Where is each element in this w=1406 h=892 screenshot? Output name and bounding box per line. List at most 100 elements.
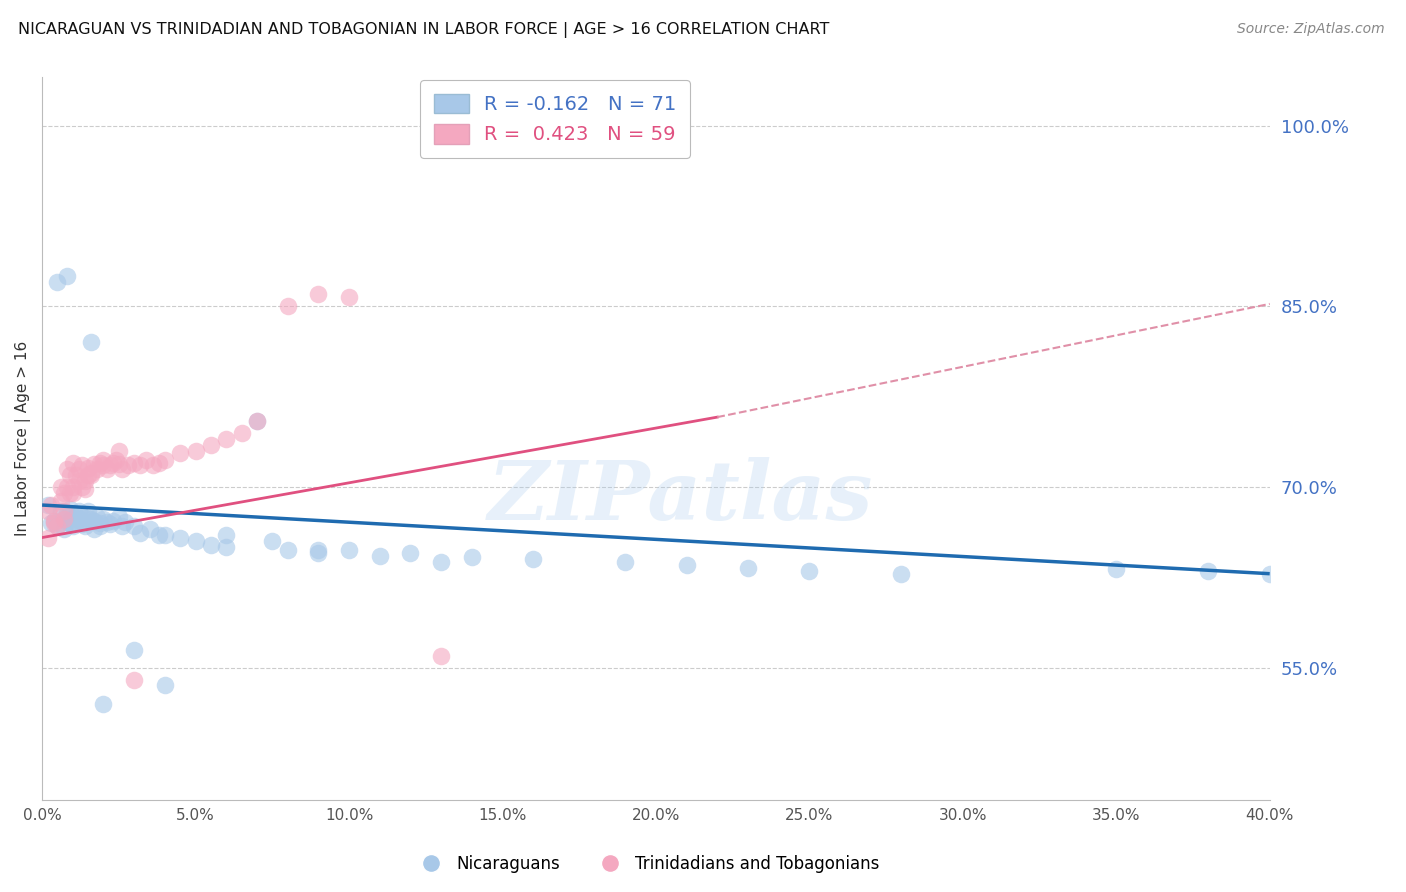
Point	[62, 511, 84, 525]
Point	[59, 467, 82, 482]
Point	[277, 299, 299, 313]
Point	[67, 512, 90, 526]
Point	[108, 457, 131, 471]
Text: ZIPatlas: ZIPatlas	[488, 457, 873, 537]
Point	[59, 486, 82, 500]
Point	[399, 546, 422, 560]
Point	[246, 414, 269, 428]
Point	[148, 456, 170, 470]
Point	[44, 514, 66, 528]
Point	[52, 522, 75, 536]
Point	[55, 480, 77, 494]
Point	[44, 516, 66, 530]
Point	[80, 335, 103, 350]
Point	[59, 516, 82, 530]
Point	[122, 673, 145, 687]
Point	[70, 508, 93, 523]
Point	[62, 486, 84, 500]
Point	[80, 512, 103, 526]
Point	[67, 504, 90, 518]
Point	[307, 287, 329, 301]
Point	[89, 516, 111, 530]
Point	[96, 515, 118, 529]
Point	[62, 456, 84, 470]
Point	[93, 697, 115, 711]
Point	[86, 510, 108, 524]
Point	[62, 518, 84, 533]
Point	[86, 462, 108, 476]
Point	[65, 467, 87, 482]
Point	[153, 677, 176, 691]
Point	[37, 504, 59, 518]
Point	[246, 414, 269, 428]
Point	[75, 474, 97, 488]
Point	[522, 552, 544, 566]
Point	[93, 458, 115, 473]
Point	[1258, 566, 1281, 581]
Point	[37, 531, 59, 545]
Y-axis label: In Labor Force | Age > 16: In Labor Force | Age > 16	[15, 341, 31, 536]
Point	[104, 453, 127, 467]
Point	[65, 508, 87, 523]
Point	[122, 518, 145, 533]
Text: Source: ZipAtlas.com: Source: ZipAtlas.com	[1237, 22, 1385, 37]
Point	[129, 458, 152, 473]
Point	[169, 531, 191, 545]
Point	[52, 512, 75, 526]
Point	[200, 438, 222, 452]
Point	[737, 560, 759, 574]
Legend: R = -0.162   N = 71, R =  0.423   N = 59: R = -0.162 N = 71, R = 0.423 N = 59	[420, 80, 690, 158]
Point	[231, 425, 253, 440]
Point	[67, 474, 90, 488]
Point	[108, 443, 131, 458]
Point	[215, 540, 238, 554]
Point	[184, 534, 207, 549]
Point	[83, 457, 105, 471]
Point	[307, 546, 329, 560]
Point	[55, 462, 77, 476]
Point	[430, 648, 453, 663]
Point	[153, 528, 176, 542]
Point	[49, 504, 72, 518]
Point	[83, 514, 105, 528]
Point	[77, 511, 100, 525]
Point	[93, 453, 115, 467]
Point	[75, 483, 97, 497]
Point	[77, 467, 100, 482]
Point	[461, 549, 484, 564]
Point	[138, 522, 160, 536]
Point	[184, 443, 207, 458]
Point	[129, 525, 152, 540]
Point	[59, 501, 82, 516]
Point	[67, 462, 90, 476]
Point	[98, 458, 121, 473]
Point	[111, 462, 134, 476]
Point	[675, 558, 697, 573]
Point	[39, 498, 62, 512]
Point	[890, 566, 912, 581]
Point	[70, 458, 93, 473]
Point	[55, 269, 77, 284]
Point	[52, 512, 75, 526]
Point	[215, 432, 238, 446]
Point	[117, 458, 139, 473]
Point	[135, 453, 157, 467]
Point	[430, 555, 453, 569]
Point	[49, 494, 72, 508]
Point	[83, 522, 105, 536]
Text: NICARAGUAN VS TRINIDADIAN AND TOBAGONIAN IN LABOR FORCE | AGE > 16 CORRELATION C: NICARAGUAN VS TRINIDADIAN AND TOBAGONIAN…	[18, 22, 830, 38]
Point	[337, 290, 360, 304]
Point	[93, 512, 115, 526]
Point	[307, 542, 329, 557]
Point	[122, 642, 145, 657]
Point	[52, 486, 75, 500]
Point	[122, 456, 145, 470]
Point	[46, 518, 69, 533]
Point	[215, 528, 238, 542]
Point	[200, 538, 222, 552]
Point	[108, 510, 131, 524]
Point	[114, 515, 136, 529]
Point	[46, 275, 69, 289]
Point	[52, 504, 75, 518]
Point	[77, 460, 100, 475]
